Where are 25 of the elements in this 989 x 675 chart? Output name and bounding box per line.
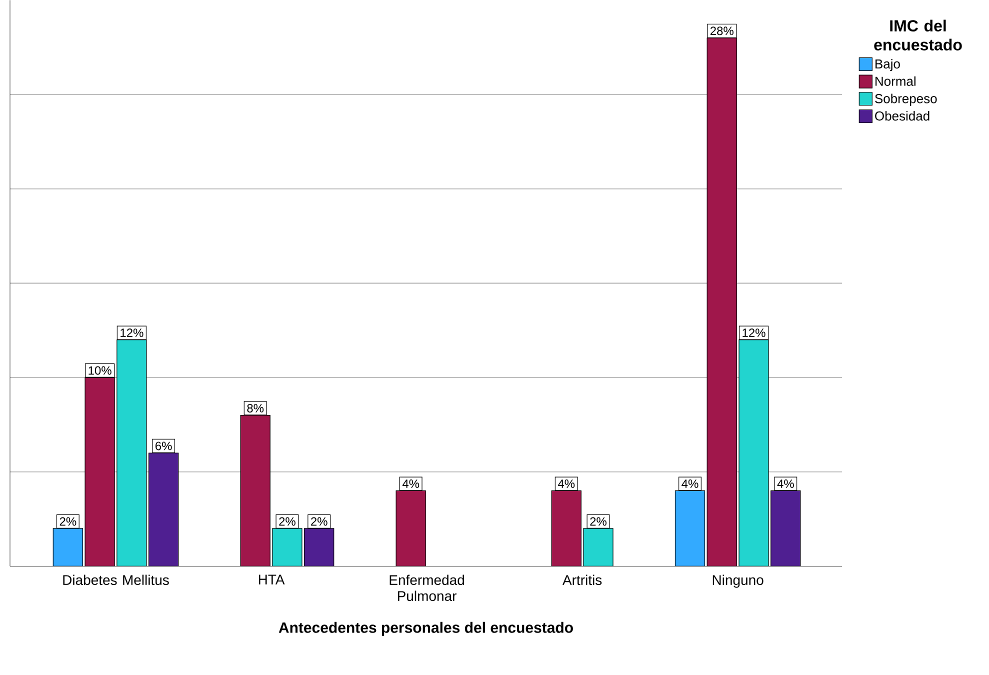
x-tick-label: Diabetes Mellitus (63, 574, 169, 585)
legend-label: Normal (876, 76, 916, 86)
data-label: 4% (558, 479, 575, 488)
data-label: 6% (156, 442, 172, 450)
legend-title: IMC del encuestado (874, 20, 962, 50)
data-label: 4% (777, 479, 794, 488)
data-label: 2% (311, 517, 328, 526)
data-label: 2% (590, 517, 606, 526)
x-tick-label: Enfermedad Pulmonar (390, 574, 464, 601)
x-tick-label: HTA (258, 574, 285, 584)
x-axis-title: Antecedentes personales del encuestado (278, 622, 573, 636)
data-label: 8% (247, 404, 264, 412)
legend-label: Sobrepeso (875, 94, 937, 106)
data-label: 4% (682, 479, 698, 488)
data-label: 28% (710, 26, 734, 36)
data-label: 2% (279, 517, 296, 526)
data-label: 12% (120, 328, 144, 337)
data-label: 10% (88, 366, 112, 375)
data-label: 4% (402, 479, 420, 488)
legend-label: Obesidad (875, 110, 930, 121)
x-tick-label: Artritis (562, 574, 602, 585)
x-tick-label: Ninguno (712, 574, 764, 588)
legend-label: Bajo (876, 58, 900, 72)
data-label: 2% (60, 517, 76, 526)
data-label: 12% (742, 328, 766, 337)
